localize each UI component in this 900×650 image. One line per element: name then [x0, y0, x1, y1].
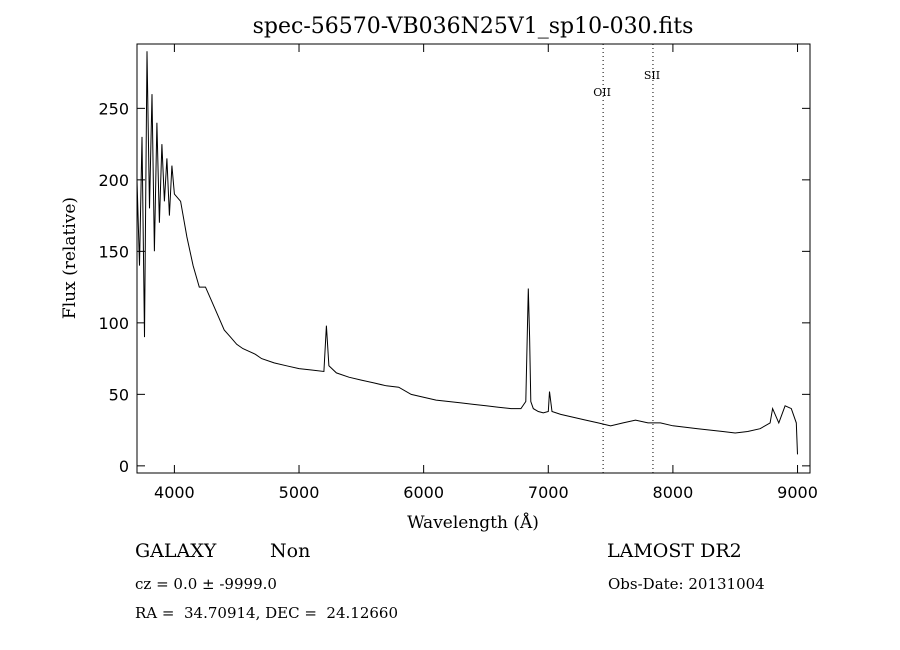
- subclass-label: Non: [270, 540, 311, 562]
- x-tick-label: 4000: [154, 483, 195, 502]
- x-tick-label: 6000: [403, 483, 444, 502]
- spectrum-line: [136, 51, 798, 455]
- plot-frame: [136, 43, 811, 474]
- object-type-label: GALAXY: [135, 540, 217, 562]
- y-axis-label: Flux (relative): [60, 197, 80, 319]
- y-tick-label: 200: [98, 171, 129, 190]
- y-tick-label: 100: [98, 314, 129, 333]
- x-tick-label: 9000: [777, 483, 818, 502]
- axis-ticks: 4000 5000 6000 7000 8000 9000 0 50 100 150 200 250: [98, 44, 818, 502]
- y-tick-label: 150: [98, 242, 129, 261]
- x-tick-label: 7000: [528, 483, 569, 502]
- y-tick-label: 0: [119, 457, 129, 476]
- survey-label: LAMOST DR2: [607, 540, 742, 562]
- y-tick-label: 250: [98, 99, 129, 118]
- y-tick-label: 50: [109, 385, 129, 404]
- annotation-label: SII: [644, 69, 660, 82]
- chart-title: spec-56570-VB036N25V1_sp10-030.fits: [253, 14, 694, 39]
- line-annotations: OII SII: [593, 44, 660, 473]
- obs-date-label: Obs-Date: 20131004: [608, 575, 765, 593]
- redshift-label: cz = 0.0 ± -9999.0: [135, 575, 277, 593]
- annotation-label: OII: [593, 86, 611, 99]
- x-axis-label: Wavelength (Å): [407, 512, 539, 533]
- x-tick-label: 8000: [653, 483, 694, 502]
- x-tick-label: 5000: [279, 483, 320, 502]
- coordinates-label: RA = 34.70914, DEC = 24.12660: [135, 604, 399, 622]
